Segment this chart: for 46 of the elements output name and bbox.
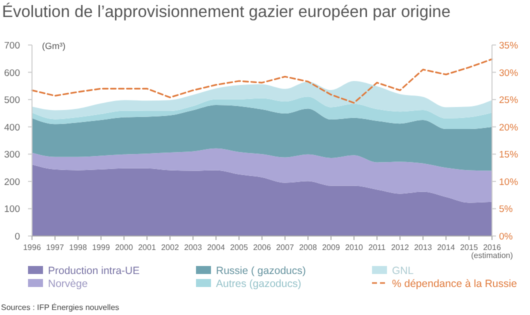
line-series bbox=[31, 58, 493, 104]
x-tick-label: 2013 bbox=[414, 243, 432, 252]
x-tick-label: 1997 bbox=[46, 243, 64, 252]
x-tick-label: 2004 bbox=[207, 243, 226, 252]
y-tick-label: 500 bbox=[4, 95, 20, 106]
x-tick-label: 1998 bbox=[69, 243, 88, 252]
x-tick-label: 2002 bbox=[161, 243, 180, 252]
y-axis-title: (Gm³) bbox=[42, 41, 66, 51]
y2-tick-label: 30% bbox=[499, 68, 519, 79]
y2-tick-label: 5% bbox=[499, 204, 514, 216]
y-tick-label: 100 bbox=[4, 204, 20, 216]
y2-tick-label: 0% bbox=[499, 232, 514, 242]
legend-label: Production intra-UE bbox=[48, 265, 140, 277]
x-tick-label: 1999 bbox=[92, 243, 110, 252]
y-tick-label: 400 bbox=[4, 122, 20, 134]
x-tick-label: 2008 bbox=[299, 243, 318, 252]
y-tick-label: 600 bbox=[4, 68, 20, 79]
y-tick-label: 700 bbox=[4, 40, 20, 52]
x-tick-label: 2014 bbox=[437, 243, 456, 252]
x-tick-label: 2000 bbox=[115, 243, 134, 252]
legend-label: % dépendance à la Russie bbox=[392, 278, 518, 290]
x-tick-label: 2005 bbox=[230, 243, 248, 252]
x-tick-label: 2007 bbox=[276, 243, 294, 252]
legend-label: Autres (gazoducs) bbox=[216, 278, 302, 290]
legend-label: Norvège bbox=[48, 278, 88, 290]
x-tick-label: 2006 bbox=[253, 243, 272, 252]
y2-tick-label: 35% bbox=[499, 40, 519, 52]
y2-tick-label: 15% bbox=[499, 150, 519, 161]
y-tick-label: 200 bbox=[4, 176, 20, 188]
legend-label: GNL bbox=[392, 265, 414, 277]
x-tick-label: 2011 bbox=[368, 243, 386, 252]
y2-tick-label: 20% bbox=[499, 122, 519, 134]
x-tick-label: 2010 bbox=[345, 243, 364, 252]
source-note: Sources : IFP Énergies nouvelles bbox=[1, 303, 120, 312]
y2-tick-label: 10% bbox=[499, 176, 519, 188]
x-tick-label: 2003 bbox=[184, 243, 202, 252]
x-tick-label: 1996 bbox=[23, 243, 42, 252]
chart-title: Évolution de l’approvisionnement gazier européen par origine bbox=[2, 2, 451, 21]
legend-label: Russie ( gazoducs) bbox=[216, 265, 306, 277]
x-tick-label: 2015 bbox=[460, 243, 478, 252]
y-tick-label: 300 bbox=[4, 150, 20, 161]
x-tick-label: 2001 bbox=[138, 243, 156, 252]
y2-tick-label: 25% bbox=[499, 95, 519, 106]
x-tick-label: 2009 bbox=[322, 243, 340, 252]
x-tick-label: 2012 bbox=[391, 243, 410, 252]
y-tick-label: 0 bbox=[14, 232, 20, 242]
